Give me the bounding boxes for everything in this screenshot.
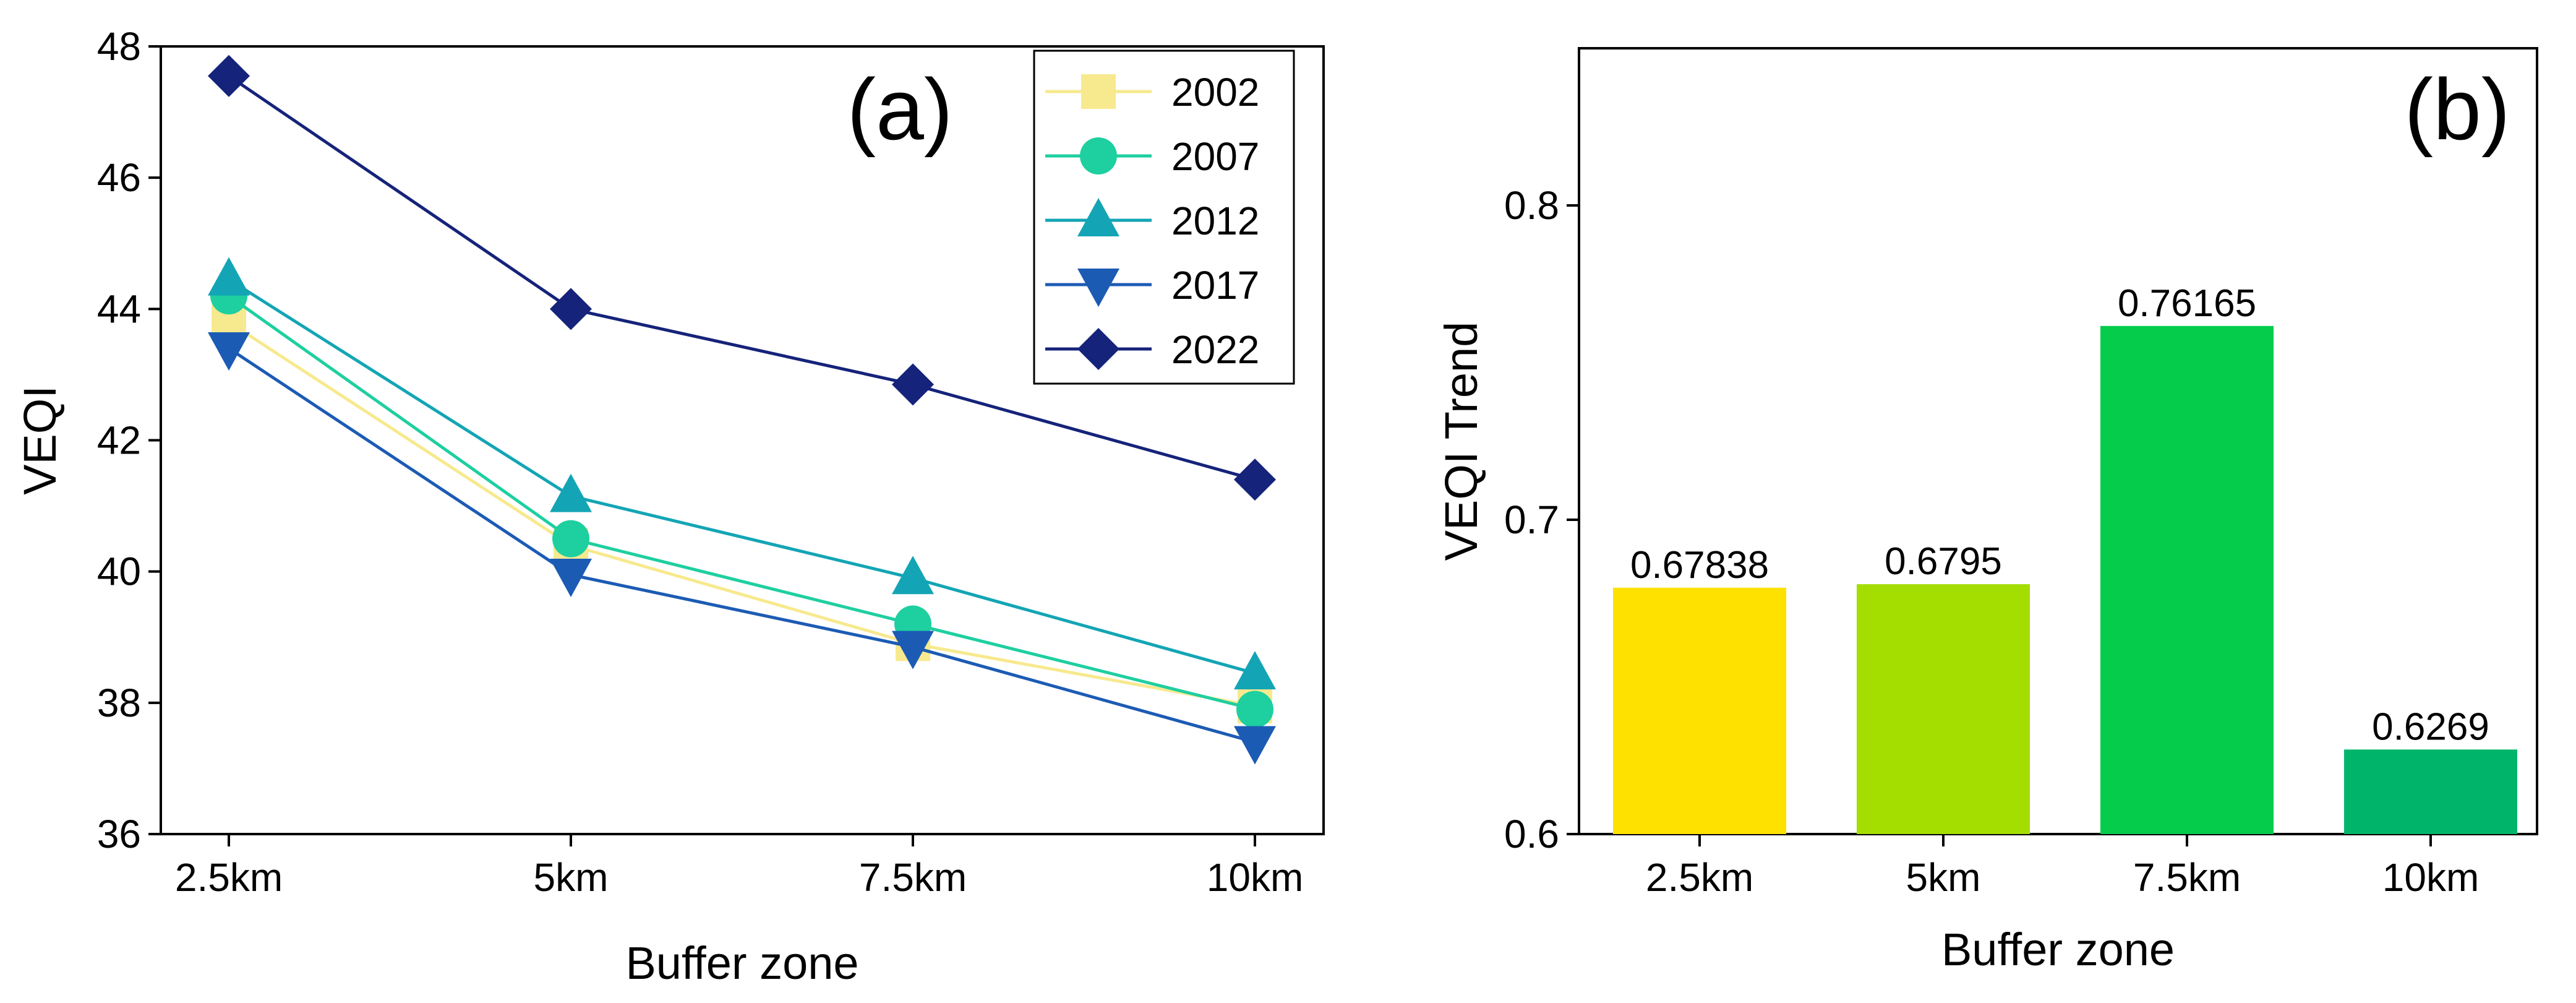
data-point-2022 bbox=[1234, 458, 1276, 501]
bar-5km bbox=[1857, 584, 2030, 834]
x-tick-label-b: 10km bbox=[2382, 855, 2480, 900]
x-tick-label-b: 2.5km bbox=[1646, 855, 1753, 900]
series-line-2002 bbox=[228, 321, 1256, 708]
data-point-2022 bbox=[208, 54, 250, 97]
series-2007 bbox=[210, 277, 1273, 728]
y-axis-title-b: VEQI Trend bbox=[1436, 322, 1487, 561]
legend bbox=[1033, 50, 1295, 385]
legend-marker-2007 bbox=[1080, 137, 1117, 174]
legend-label-2017: 2017 bbox=[1171, 263, 1259, 308]
legend-label-2022: 2022 bbox=[1171, 327, 1259, 372]
data-point-2017 bbox=[550, 558, 592, 597]
panel-label-b: (b) bbox=[2404, 61, 2510, 158]
series-line-2007 bbox=[228, 295, 1256, 711]
x-axis-title-a: Buffer zone bbox=[625, 937, 858, 989]
series-2012 bbox=[208, 257, 1276, 690]
y-tick-label-a: 48 bbox=[97, 24, 141, 69]
y-tick-label-a: 44 bbox=[97, 286, 141, 331]
x-axis-title-b: Buffer zone bbox=[1941, 924, 2175, 975]
data-point-2012 bbox=[1234, 651, 1276, 690]
x-tick-label-a: 10km bbox=[1207, 855, 1304, 900]
x-tick-label-b: 5km bbox=[1906, 855, 1981, 900]
data-point-2022 bbox=[550, 288, 592, 330]
y-tick-label-b: 0.6 bbox=[1504, 812, 1559, 856]
series-line-2012 bbox=[228, 278, 1256, 675]
legend-label-2007: 2007 bbox=[1171, 134, 1259, 179]
line-chart-a: 36 38 40 42 44 46 48 2.5km 5km 7.5km 10km Buffer zo… bbox=[14, 24, 1325, 989]
x-tick-label-b: 7.5km bbox=[2133, 855, 2241, 900]
bar-value-label: 0.76165 bbox=[2118, 282, 2256, 325]
legend-label-2002: 2002 bbox=[1171, 70, 1259, 114]
x-tick-label-a: 2.5km bbox=[175, 855, 283, 900]
panel-label-a: (a) bbox=[847, 61, 952, 158]
legend-marker-2012 bbox=[1077, 198, 1119, 236]
x-tick-label-a: 7.5km bbox=[859, 855, 967, 900]
x-tick-label-a: 5km bbox=[534, 855, 609, 900]
bar-value-label: 0.6269 bbox=[2372, 705, 2489, 748]
data-point-2012 bbox=[550, 473, 592, 512]
y-axis-title-a: VEQI bbox=[14, 385, 66, 495]
bar-value-label: 0.6795 bbox=[1885, 540, 2002, 583]
data-point-2017 bbox=[208, 332, 250, 371]
bar-7.5km bbox=[2100, 325, 2274, 834]
y-tick-label-a: 36 bbox=[97, 812, 141, 856]
bar-chart-b: 0.67838 0.6795 0.76165 0.6269 0.6 0.7 0.8 2.5km… bbox=[1436, 47, 2538, 975]
y-tick-label-b: 0.8 bbox=[1504, 183, 1559, 228]
series-2022 bbox=[208, 54, 1276, 501]
data-point-2017 bbox=[1234, 726, 1276, 765]
data-point-2007 bbox=[1236, 691, 1273, 728]
legend-marker-2017 bbox=[1077, 269, 1119, 307]
legend-label-2012: 2012 bbox=[1171, 199, 1259, 243]
bar-2.5km bbox=[1613, 587, 1786, 834]
y-tick-label-a: 42 bbox=[97, 418, 141, 463]
data-point-2007 bbox=[552, 520, 589, 557]
y-tick-label-a: 46 bbox=[97, 155, 141, 200]
y-tick-label-a: 38 bbox=[97, 681, 141, 725]
plot-frame-b bbox=[1578, 47, 2538, 835]
series-2017 bbox=[208, 332, 1276, 765]
legend-marker-2022 bbox=[1077, 328, 1119, 370]
bar-10km bbox=[2344, 749, 2517, 834]
data-point-2012 bbox=[892, 556, 934, 595]
y-tick-label-b: 0.7 bbox=[1504, 497, 1559, 542]
legend-marker-2002 bbox=[1081, 74, 1116, 109]
data-point-2022 bbox=[892, 363, 934, 406]
series-line-2022 bbox=[228, 74, 1256, 481]
data-point-2017 bbox=[892, 631, 934, 669]
y-tick-label-a: 40 bbox=[97, 549, 141, 594]
data-point-2012 bbox=[208, 257, 250, 296]
series-line-2017 bbox=[228, 347, 1256, 744]
bar-value-label: 0.67838 bbox=[1630, 544, 1769, 587]
